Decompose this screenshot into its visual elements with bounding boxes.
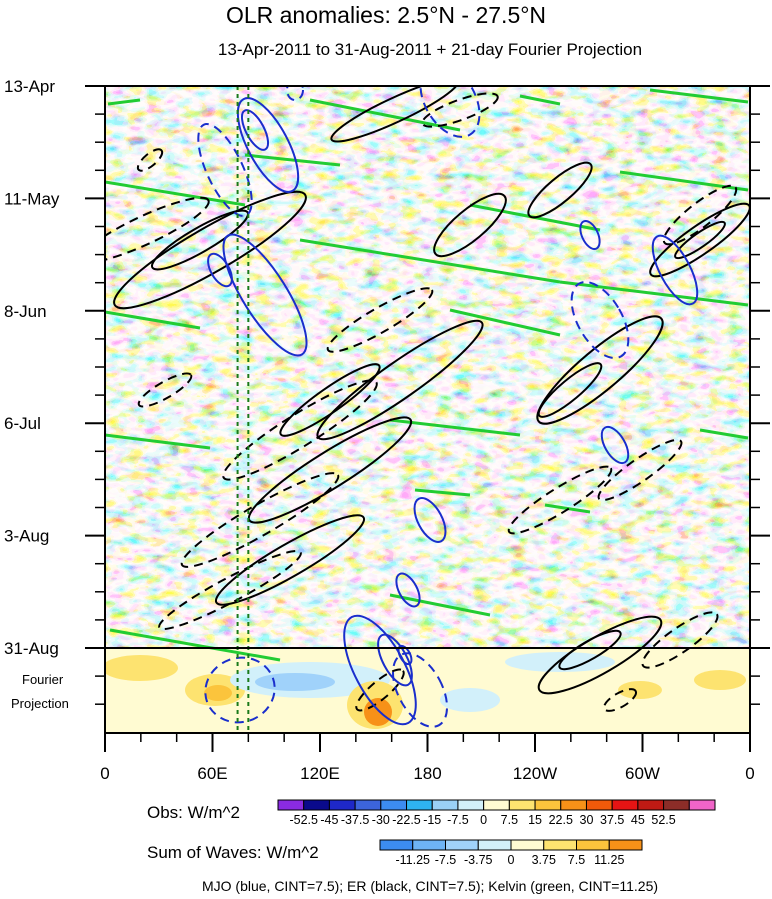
waves-colorbar-level-label: 3.75 [532, 853, 556, 867]
x-tick-label: 0 [745, 764, 754, 783]
waves-colorbar: -11.25 -7.5 -3.75 0 3.75 7.5 11.25 [379, 839, 643, 867]
waves-colorbar-title: Sum of Waves: W/m^2 [147, 843, 319, 862]
obs-colorbar-swatch [663, 799, 690, 811]
obs-colorbar-level-label: 45 [631, 813, 645, 827]
x-axis: 0 60E 120E 180 120W 60W 0 [100, 733, 755, 783]
x-tick-label: 0 [100, 764, 109, 783]
waves-colorbar-level-label: 11.25 [594, 853, 624, 867]
obs-colorbar-swatch [508, 799, 536, 811]
obs-colorbar-swatch [688, 799, 716, 811]
obs-colorbar-level-label: 7.5 [501, 813, 518, 827]
chart-subtitle: 13-Apr-2011 to 31-Aug-2011 + 21-day Four… [217, 40, 643, 59]
obs-colorbar-swatch [431, 799, 459, 811]
obs-colorbar-level-label: -15 [423, 813, 441, 827]
obs-colorbar-swatch [354, 799, 382, 811]
obs-colorbar-level-label: 30 [580, 813, 594, 827]
y-axis: 13-Apr 11-May 8-Jun 6-Jul 3-Aug 31-Aug [4, 77, 770, 705]
obs-colorbar-level-label: -22.5 [392, 813, 421, 827]
x-tick-label: 120W [513, 764, 557, 783]
er-contours [113, 86, 750, 695]
waves-colorbar-swatch [477, 839, 512, 851]
obs-colorbar-title: Obs: W/m^2 [147, 803, 240, 822]
waves-colorbar-swatch [510, 839, 545, 851]
obs-colorbar-swatch [457, 799, 485, 811]
waves-colorbar-swatch [445, 839, 479, 851]
obs-colorbar-level-label: 52.5 [651, 813, 675, 827]
obs-colorbar-swatch [380, 799, 408, 811]
waves-colorbar-swatch [608, 839, 643, 851]
projection-label-line1: Fourier [22, 672, 64, 687]
plot-area [85, 85, 770, 734]
obs-colorbar-level-label: -45 [320, 813, 338, 827]
x-tick-label: 60W [625, 764, 660, 783]
waves-colorbar-level-label: 7.5 [568, 853, 585, 867]
y-tick-label: 8-Jun [4, 302, 47, 321]
obs-colorbar-swatch [534, 799, 562, 811]
y-tick-label: 6-Jul [4, 414, 41, 433]
waves-colorbar-swatch [576, 839, 610, 851]
obs-colorbar-level-label: -37.5 [341, 813, 370, 827]
chart-title: OLR anomalies: 2.5°N - 27.5°N [225, 2, 547, 28]
waves-colorbar-level-label: 0 [508, 853, 515, 867]
er-negative-contours [105, 92, 738, 712]
obs-colorbar-level-label: 0 [480, 813, 487, 827]
mjo-negative-contours [197, 86, 630, 728]
obs-colorbar-swatch [585, 799, 613, 811]
contour-legend: MJO (blue, CINT=7.5); ER (black, CINT=7.… [201, 878, 659, 894]
obs-colorbar-level-label: -30 [372, 813, 390, 827]
x-tick-label: 60E [197, 764, 227, 783]
y-tick-label: 11-May [4, 189, 60, 208]
y-tick-label: 31-Aug [4, 639, 59, 658]
obs-colorbar-level-label: 22.5 [549, 813, 573, 827]
obs-colorbar-level-label: 15 [528, 813, 542, 827]
obs-colorbar-swatch [406, 799, 433, 811]
x-tick-label: 120E [300, 764, 340, 783]
waves-colorbar-level-label: -11.25 [395, 853, 430, 867]
obs-colorbar-swatch [483, 799, 510, 811]
kelvin-contours [105, 88, 749, 662]
obs-colorbar-swatch [560, 799, 587, 811]
y-tick-label: 13-Apr [4, 77, 55, 96]
obs-colorbar: -52.5 -45 -37.5 -30 -22.5 -15 -7.5 0 7.5 15 22.5 30… [277, 799, 716, 827]
projection-label-line2: Projection [11, 696, 69, 711]
waves-colorbar-level-label: -3.75 [464, 853, 493, 867]
waves-colorbar-swatch [412, 839, 446, 851]
observed-field [105, 86, 750, 648]
waves-colorbar-swatch [379, 839, 414, 851]
reference-longitude-lines [236, 86, 250, 733]
obs-colorbar-level-label: -7.5 [447, 813, 469, 827]
waves-colorbar-swatch [543, 839, 577, 851]
obs-colorbar-swatch [611, 799, 639, 811]
obs-colorbar-swatch [303, 799, 330, 811]
x-tick-label: 180 [413, 764, 441, 783]
obs-colorbar-level-label: 37.5 [600, 813, 624, 827]
obs-colorbar-swatch [328, 799, 356, 811]
obs-colorbar-swatch [637, 799, 665, 811]
projection-patches [105, 652, 746, 729]
y-tick-label: 3-Aug [4, 527, 49, 546]
waves-colorbar-level-label: -7.5 [435, 853, 457, 867]
mjo-contours [207, 97, 699, 726]
obs-colorbar-level-label: -52.5 [289, 813, 318, 827]
obs-colorbar-swatch [277, 799, 305, 811]
